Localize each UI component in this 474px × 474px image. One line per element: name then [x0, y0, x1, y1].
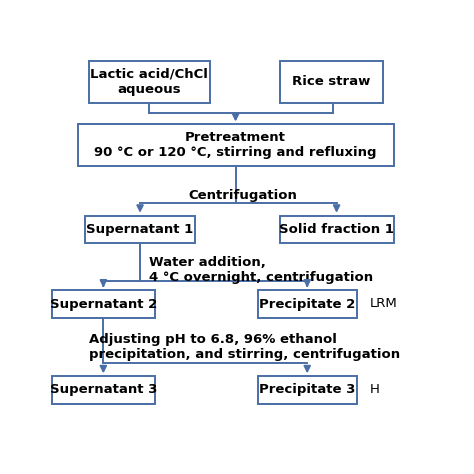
- FancyBboxPatch shape: [78, 124, 393, 166]
- FancyBboxPatch shape: [89, 61, 210, 102]
- Text: Water addition,
4 °C overnight, centrifugation: Water addition, 4 °C overnight, centrifu…: [149, 256, 374, 284]
- Text: Lactic acid/ChCl
aqueous: Lactic acid/ChCl aqueous: [91, 67, 208, 96]
- Text: Adjusting pH to 6.8, 96% ethanol
precipitation, and stirring, centrifugation: Adjusting pH to 6.8, 96% ethanol precipi…: [89, 333, 400, 361]
- Text: Solid fraction 1: Solid fraction 1: [279, 223, 394, 236]
- FancyBboxPatch shape: [280, 216, 393, 243]
- FancyBboxPatch shape: [52, 376, 155, 404]
- FancyBboxPatch shape: [85, 216, 195, 243]
- Text: H: H: [370, 383, 380, 396]
- FancyBboxPatch shape: [258, 376, 357, 404]
- Text: LRM: LRM: [370, 298, 397, 310]
- Text: Supernatant 2: Supernatant 2: [50, 298, 157, 310]
- Text: Precipitate 2: Precipitate 2: [259, 298, 356, 310]
- Text: Pretreatment
90 °C or 120 °C, stirring and refluxing: Pretreatment 90 °C or 120 °C, stirring a…: [94, 131, 377, 159]
- Text: Centrifugation: Centrifugation: [189, 189, 297, 202]
- FancyBboxPatch shape: [280, 61, 383, 102]
- Text: Supernatant 1: Supernatant 1: [86, 223, 194, 236]
- Text: Supernatant 3: Supernatant 3: [50, 383, 157, 396]
- FancyBboxPatch shape: [52, 291, 155, 318]
- Text: Precipitate 3: Precipitate 3: [259, 383, 356, 396]
- Text: Rice straw: Rice straw: [292, 75, 370, 88]
- FancyBboxPatch shape: [258, 291, 357, 318]
